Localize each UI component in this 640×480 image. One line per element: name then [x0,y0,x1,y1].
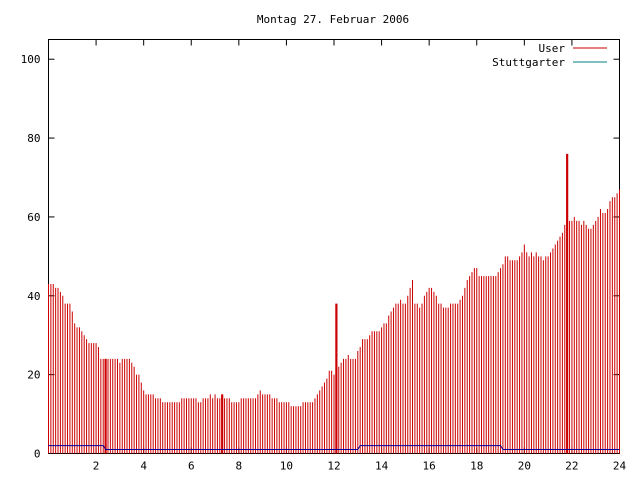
x-axis: 2 4 6 8 10 12 14 16 18 20 22 24 [93,39,627,473]
y-tick-label: 60 [27,211,40,224]
y-tick-label: 20 [27,369,40,382]
y-axis: 0 20 40 60 80 100 [21,53,620,461]
x-tick-label: 4 [140,460,147,473]
x-tick-label: 24 [613,460,627,473]
x-tick-label: 6 [188,460,195,473]
stuttgarter-line [48,445,620,451]
x-tick-label: 8 [236,460,243,473]
y-tick-label: 100 [21,53,41,66]
chart-title: Montag 27. Februar 2006 [257,13,409,26]
legend-stuttgarter-label: Stuttgarter [492,56,565,69]
x-tick-label: 22 [565,460,578,473]
y-tick-label: 40 [27,290,40,303]
y-tick-label: 0 [34,448,41,461]
x-tick-label: 14 [375,460,389,473]
y-tick-label: 80 [27,132,40,145]
stuttgarter-series [48,445,620,451]
x-tick-label: 16 [423,460,436,473]
highlight-marks [104,153,569,454]
legend: User Stuttgarter [492,42,607,69]
x-tick-label: 20 [518,460,531,473]
user-series [48,189,620,454]
x-tick-label: 10 [280,460,293,473]
x-tick-label: 12 [327,460,340,473]
x-tick-label: 2 [93,460,100,473]
legend-user-label: User [539,42,566,55]
x-tick-label: 18 [470,460,483,473]
